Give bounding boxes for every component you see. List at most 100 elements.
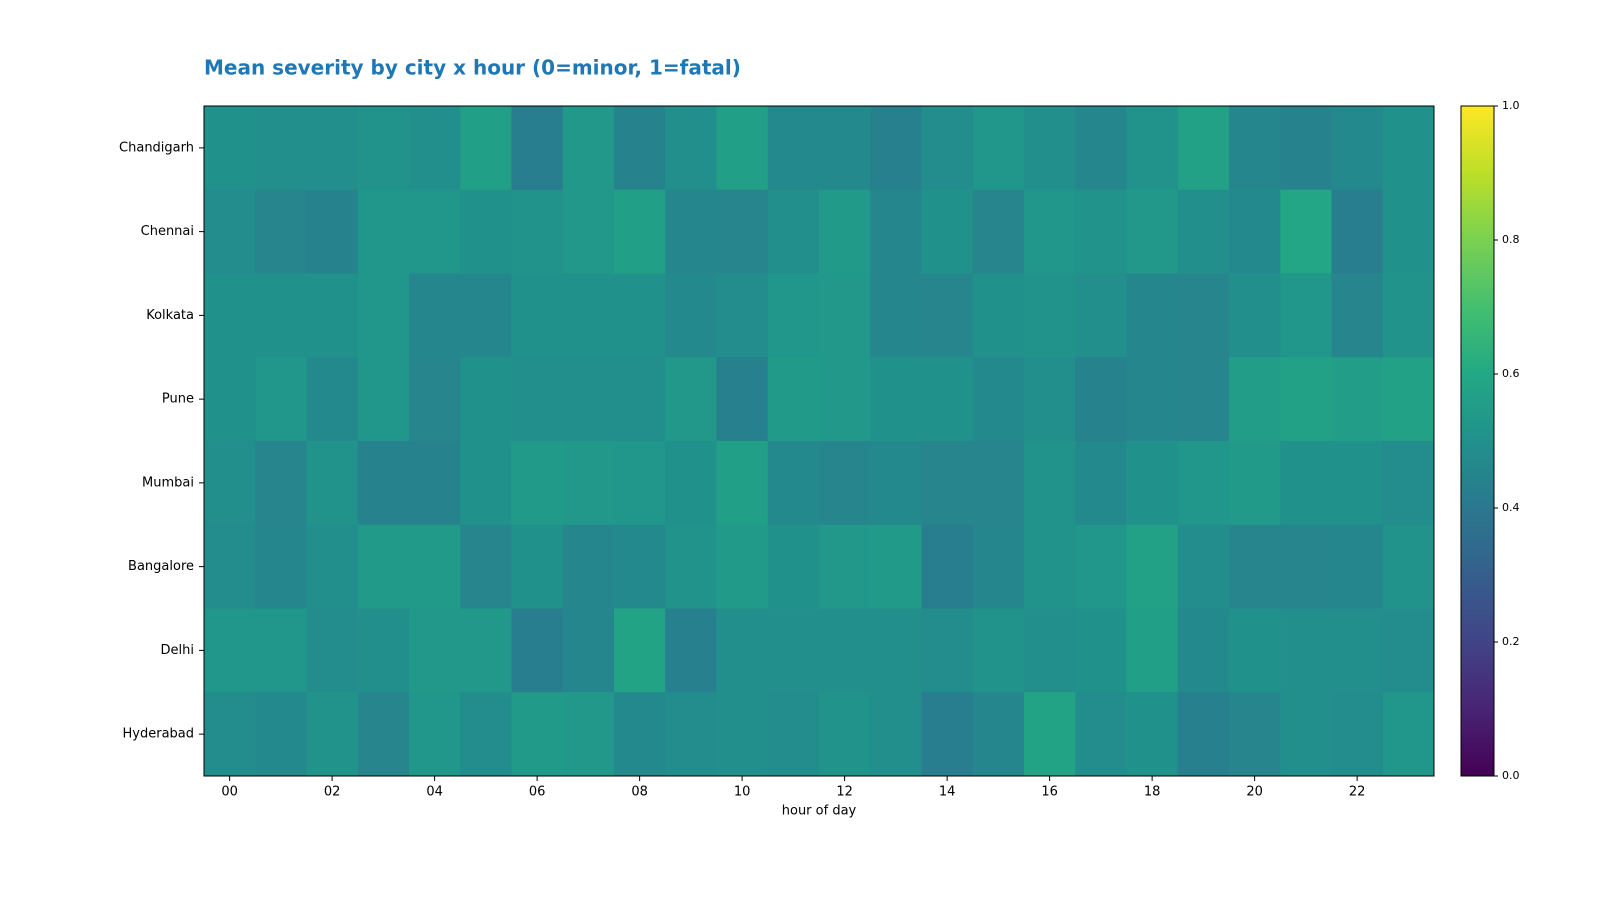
heatmap-cell [255,692,307,777]
heatmap-cell [460,692,512,777]
heatmap-cell [1126,357,1179,442]
heatmap-cell [306,189,359,274]
heatmap-cell [357,692,410,777]
heatmap-cell [819,357,871,442]
heatmap-cell [255,357,307,442]
chart-title: Mean severity by city x hour (0=minor, 1… [204,56,741,80]
heatmap-cell [357,106,410,191]
colorbar-tick-label: 0.2 [1502,635,1520,648]
x-tick-label: 16 [1041,785,1058,800]
heatmap-cell [972,106,1025,191]
heatmap-cell [665,273,717,358]
heatmap-cell [767,608,820,693]
heatmap-cell [665,608,717,693]
heatmap-cell [614,441,666,526]
heatmap-cell [665,441,717,526]
heatmap-cell [614,608,666,693]
heatmap-cell [1126,273,1179,358]
heatmap-cell [409,106,461,191]
heatmap-cell [460,106,512,191]
heatmap-cell [306,524,359,609]
heatmap-cell [921,273,974,358]
heatmap-cell [1075,692,1127,777]
heatmap-cell [1126,189,1179,274]
heatmap-cell [665,189,717,274]
heatmap-cell [511,692,564,777]
heatmap-cell [1382,357,1435,442]
heatmap-cell [460,441,512,526]
heatmap-cell [972,608,1025,693]
heatmap-cell [1075,441,1127,526]
heatmap-cell [409,524,461,609]
heatmap-cell [1229,441,1281,526]
x-tick-label: 06 [529,785,546,800]
heatmap-cell [716,608,769,693]
heatmap-cell [255,106,307,191]
heatmap-cell [1024,441,1076,526]
y-tick-label: Delhi [161,643,194,658]
heatmap-cell [306,106,359,191]
heatmap-cell [1382,524,1435,609]
colorbar-tick-label: 0.6 [1502,367,1520,380]
heatmap-cell [511,608,564,693]
heatmap-cell [204,441,256,526]
heatmap-cell [1075,608,1127,693]
y-tick-label: Kolkata [146,308,194,323]
heatmap-cell [1024,608,1076,693]
heatmap-cell [409,273,461,358]
heatmap-cell [819,189,871,274]
x-axis-label: hour of day [782,804,857,819]
heatmap-cell [716,357,769,442]
heatmap-cell [921,357,974,442]
y-tick-label: Pune [162,392,194,407]
heatmap-cell [614,106,666,191]
heatmap-cell [306,273,359,358]
heatmap-cell [1229,273,1281,358]
heatmap-cell [972,524,1025,609]
heatmap-cell [716,441,769,526]
y-tick-label: Chennai [141,224,194,239]
heatmap-cell [1075,273,1127,358]
heatmap-cell [1024,357,1076,442]
heatmap-cell [921,189,974,274]
heatmap-cell [716,189,769,274]
x-tick-label: 04 [426,785,443,800]
heatmap-cell [1229,106,1281,191]
heatmap-cell [409,441,461,526]
heatmap-cell [1382,441,1435,526]
heatmap-cell [1280,692,1332,777]
y-tick-label: Chandigarh [119,140,194,155]
heatmap-cell [614,692,666,777]
heatmap-cell [409,189,461,274]
y-tick-label: Hyderabad [123,727,195,742]
heatmap-cell [767,273,820,358]
heatmap-cell [1177,106,1230,191]
heatmap-cell [1075,106,1127,191]
heatmap-cell [1075,189,1127,274]
heatmap-cell [870,273,922,358]
heatmap-cell [614,524,666,609]
heatmap-cell [1280,106,1332,191]
heatmap-cell [357,524,410,609]
heatmap-cell [562,273,615,358]
heatmap-cell [870,524,922,609]
heatmap-cell [511,357,564,442]
heatmap-cell [1229,357,1281,442]
heatmap-cell [1024,524,1076,609]
heatmap-cell [511,189,564,274]
heatmap-cell [1126,692,1179,777]
heatmap-cell [614,273,666,358]
heatmap-cell [665,524,717,609]
heatmap-cell [460,608,512,693]
heatmap-cell [255,189,307,274]
heatmap-cell [870,189,922,274]
heatmap-cell [614,357,666,442]
heatmap-cell [716,524,769,609]
heatmap-cell [1229,608,1281,693]
heatmap-cell [1024,273,1076,358]
heatmap-cell [1126,524,1179,609]
heatmap-cell [562,608,615,693]
heatmap-cell [204,189,256,274]
heatmap-cell [306,692,359,777]
